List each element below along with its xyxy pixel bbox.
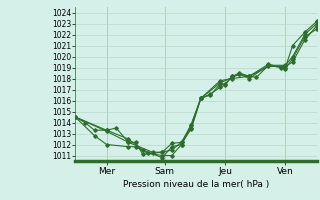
X-axis label: Pression niveau de la mer( hPa ): Pression niveau de la mer( hPa ) <box>123 180 269 189</box>
